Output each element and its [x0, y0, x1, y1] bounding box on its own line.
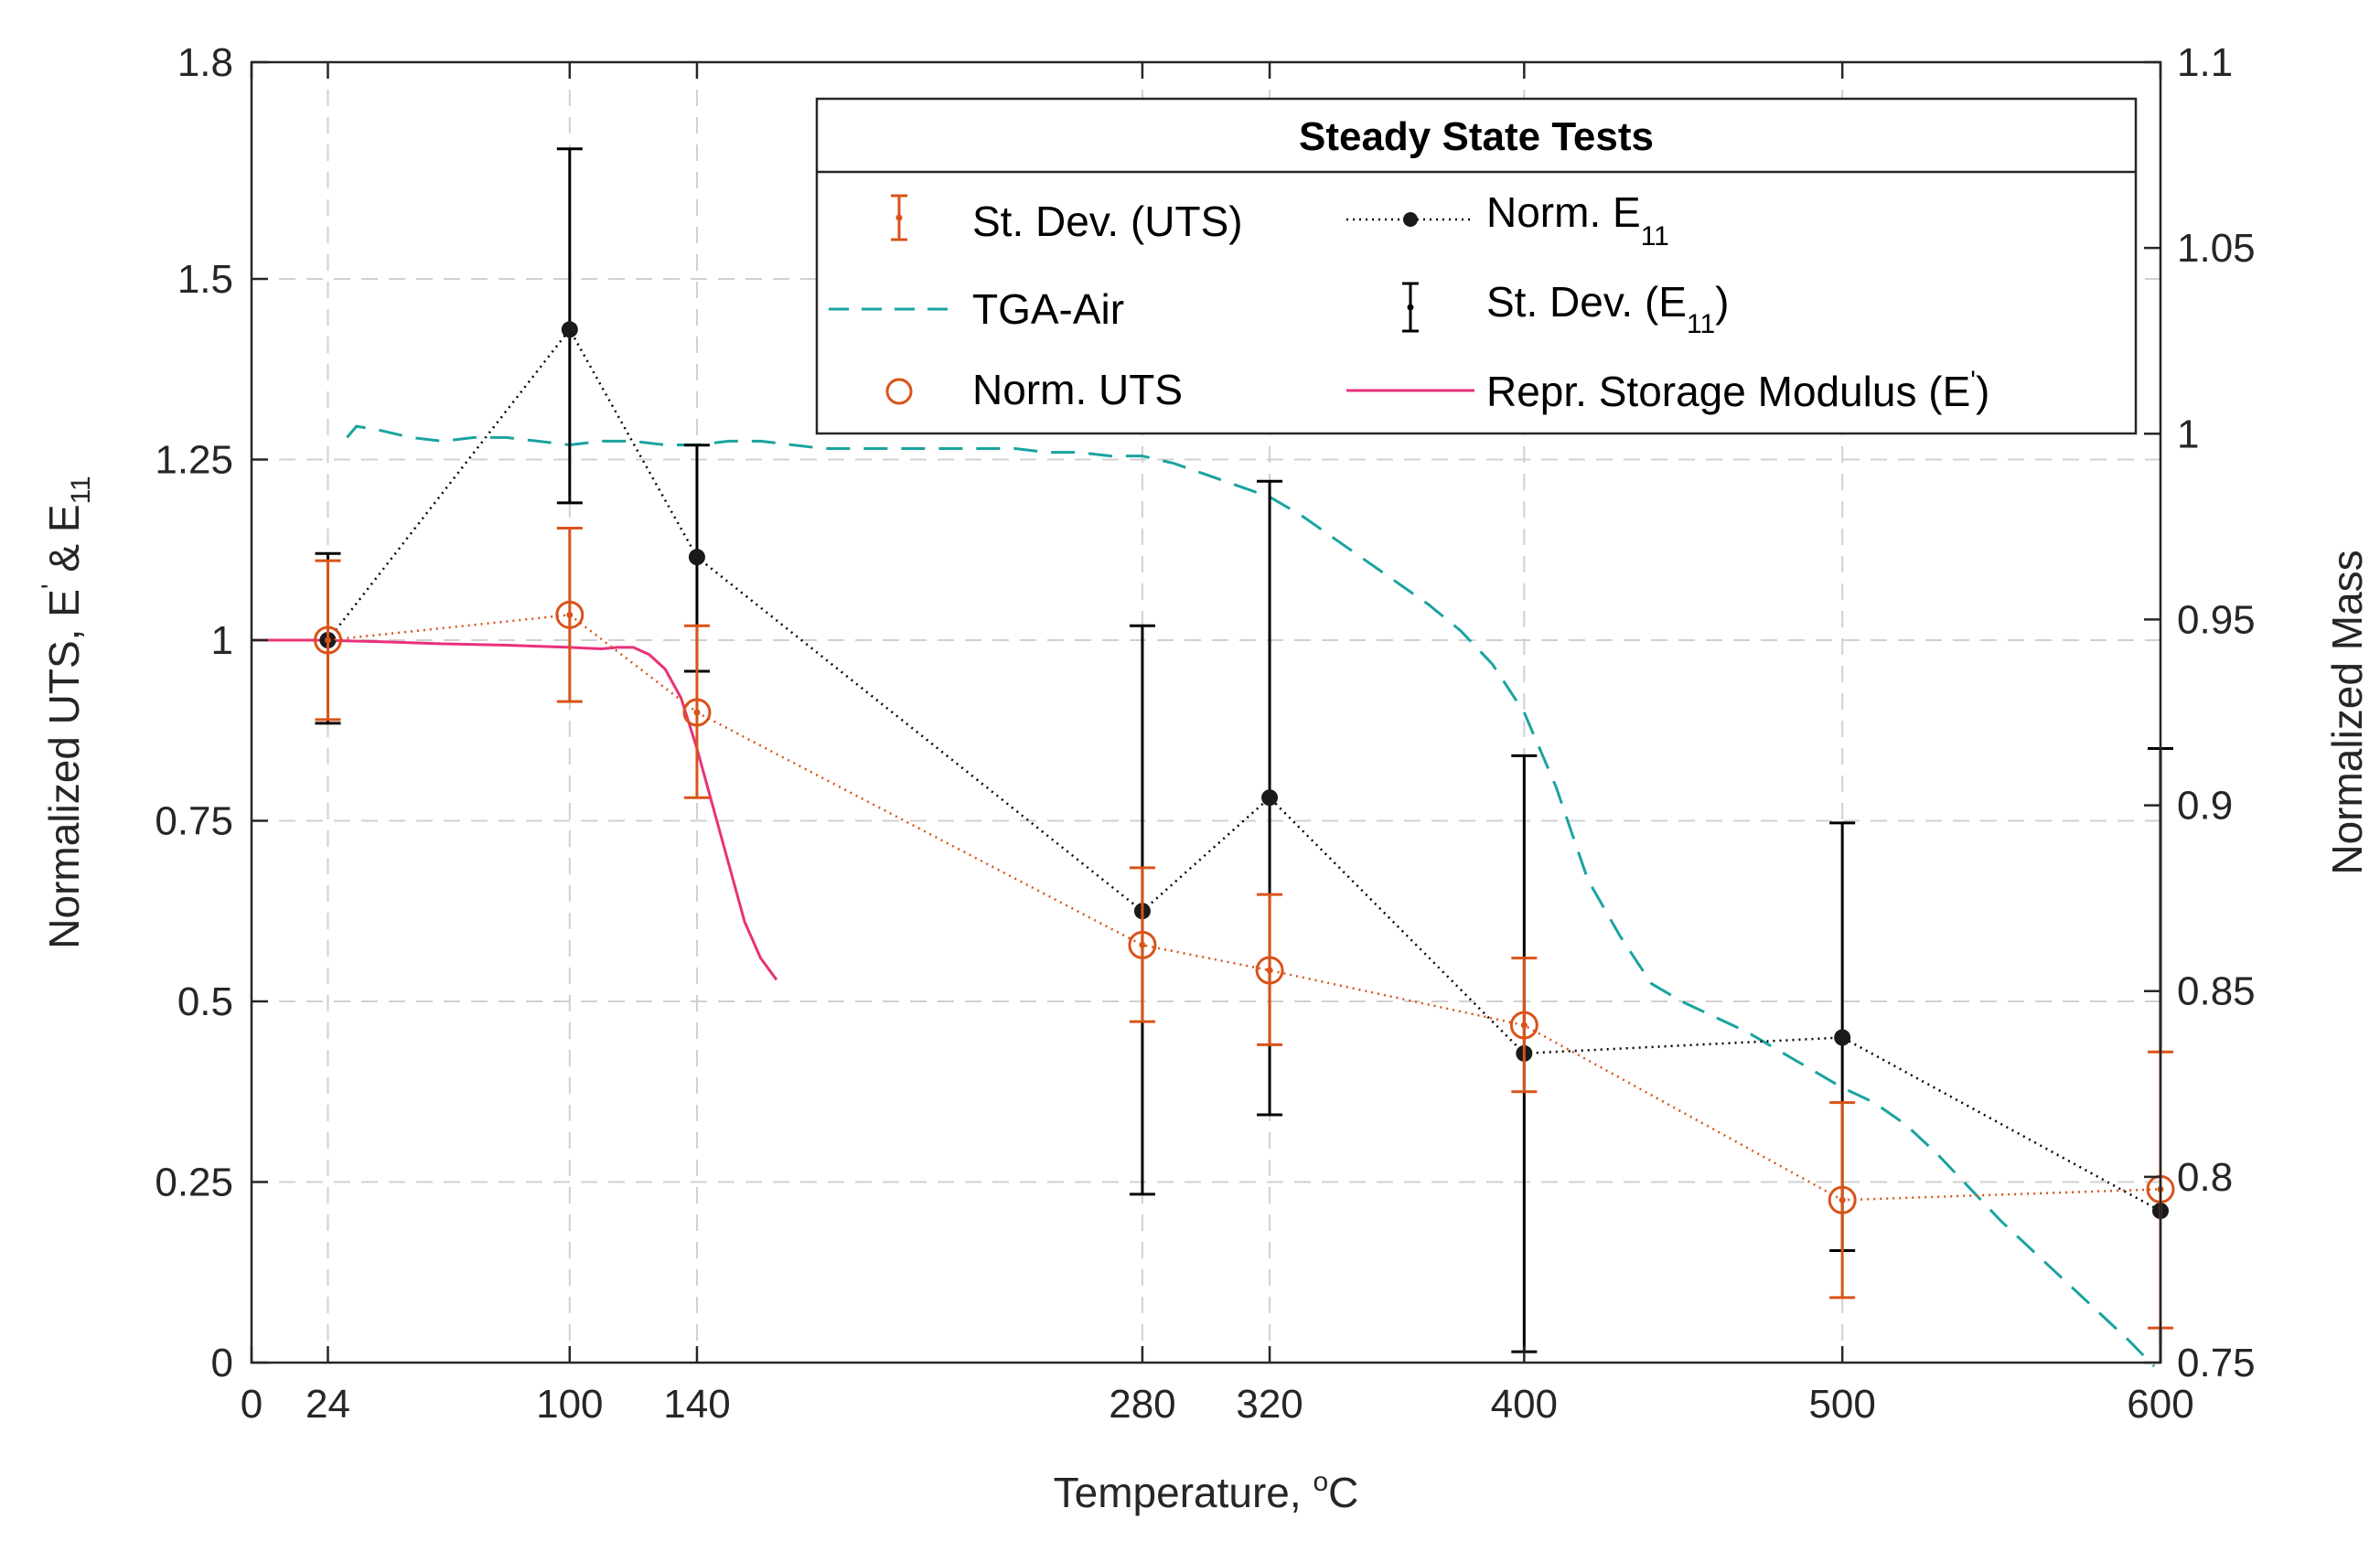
series-tga-air: [346, 424, 2156, 1368]
uts-point: [555, 600, 584, 629]
x-tick-label: 600: [2127, 1382, 2193, 1427]
legend-label-norm-e11: Norm. E11: [1486, 188, 1669, 251]
uts-point: [1128, 930, 1157, 959]
x-tick-label: 320: [1236, 1382, 1303, 1427]
uts-point-center: [1520, 1022, 1528, 1029]
e11-point: [688, 549, 705, 566]
axis-ticks: 0 24 100 140 280 320 400 500 600 0 0.25 0.5 0.75 1 1.2…: [155, 40, 2255, 1427]
plot-area-frame: [250, 60, 2162, 1364]
storage-modulus-line: [252, 638, 778, 981]
y-axis-left-label-sub: 11: [66, 476, 96, 504]
legend-swatch-std-uts: [891, 194, 907, 241]
y-left-tick-label: 0.75: [155, 799, 233, 844]
legend-label-storage: Repr. Storage Modulus (E'): [1486, 366, 1989, 415]
uts-point-center: [693, 709, 701, 716]
uts-point-center: [566, 611, 574, 618]
y-axis-right-label: Normalized Mass: [2323, 550, 2371, 874]
legend-swatch-norm-e11: [1346, 212, 1474, 227]
legend-label-std-uts: St. Dev. (UTS): [972, 198, 1243, 245]
y-left-tick-label: 1.5: [177, 257, 233, 302]
uts-point: [1509, 1011, 1538, 1040]
series-storage-modulus: [252, 638, 778, 981]
x-tick-label: 500: [1808, 1382, 1875, 1427]
legend-label-std-e11-text: St. Dev. (E: [1486, 278, 1687, 326]
x-tick-label: 140: [663, 1382, 730, 1427]
y-left-tick-label: 1: [211, 618, 233, 663]
y-left-tick-label: 0.25: [155, 1161, 233, 1205]
y-right-tick-label: 1: [2177, 412, 2199, 456]
legend-label-norm-e11-text: Norm. E: [1486, 188, 1641, 236]
uts-point: [682, 698, 712, 727]
x-axis-label-text: Temperature,: [1054, 1469, 1313, 1516]
x-tick-label: 0: [241, 1382, 263, 1427]
e11-line: [327, 327, 2161, 1213]
uts-point-center: [1266, 967, 1273, 974]
legend-box: [815, 97, 2138, 435]
y-right-tick-label: 0.8: [2177, 1155, 2233, 1200]
legend: Steady State Tests St. Dev. (UTS) Norm. …: [815, 97, 2138, 435]
legend-label-std-e11: St. Dev. (E11): [1486, 278, 1729, 339]
y-left-tick-label: 1.25: [155, 438, 233, 483]
legend-label-storage-tail: ): [1976, 368, 1989, 415]
x-axis-label: Temperature, oC: [1054, 1467, 1359, 1516]
x-axis-label-degree: o: [1313, 1467, 1328, 1497]
x-tick-label: 24: [306, 1382, 350, 1427]
legend-swatch-std-e11: [1402, 282, 1419, 333]
e11-point: [1834, 1029, 1851, 1046]
legend-label-std-e11-sub: 11: [1687, 309, 1715, 339]
y-right-tick-label: 1.1: [2177, 40, 2233, 85]
x-axis-label-unit: C: [1328, 1469, 1358, 1516]
y-axis-left-label-prime: ': [37, 583, 67, 589]
y-right-tick-label: 0.75: [2177, 1341, 2256, 1385]
y-right-tick-label: 1.05: [2177, 226, 2256, 271]
legend-label-storage-text: Repr. Storage Modulus (E: [1486, 368, 1970, 415]
uts-line: [327, 614, 2161, 1202]
legend-label-tga: TGA-Air: [972, 285, 1124, 333]
uts-point-center: [1839, 1196, 1846, 1203]
legend-label-norm-uts: Norm. UTS: [972, 366, 1183, 413]
uts-point: [1255, 956, 1284, 985]
uts-point-center: [324, 636, 331, 644]
legend-swatch-norm-uts: [885, 378, 913, 405]
tga-air-line: [346, 424, 2156, 1368]
y-right-tick-label: 0.95: [2177, 597, 2256, 642]
x-tick-label: 280: [1109, 1382, 1175, 1427]
uts-point: [313, 626, 342, 655]
y-left-tick-label: 0.5: [177, 979, 233, 1024]
legend-label-norm-e11-sub: 11: [1641, 221, 1669, 251]
y-left-tick-label: 1.8: [177, 40, 233, 85]
y-right-tick-label: 0.85: [2177, 969, 2256, 1014]
e11-point: [561, 321, 578, 338]
y-axis-left-label-part2: & E: [40, 504, 88, 583]
legend-label-storage-prime: ': [1970, 366, 1976, 396]
legend-label-std-e11-tail: ): [1715, 278, 1729, 326]
x-tick-label: 400: [1491, 1382, 1558, 1427]
x-tick-label: 100: [536, 1382, 603, 1427]
uts-point-center: [1139, 941, 1146, 948]
y-axis-left-label: Normalized UTS, E' & E11: [37, 476, 96, 948]
uts-point: [1828, 1185, 1857, 1214]
legend-title: Steady State Tests: [1299, 114, 1654, 159]
y-axis-left-label-part1: Normalized UTS, E: [40, 589, 88, 949]
y-right-tick-label: 0.9: [2177, 784, 2233, 829]
e11-point: [1261, 789, 1279, 807]
y-left-tick-label: 0: [211, 1341, 233, 1385]
